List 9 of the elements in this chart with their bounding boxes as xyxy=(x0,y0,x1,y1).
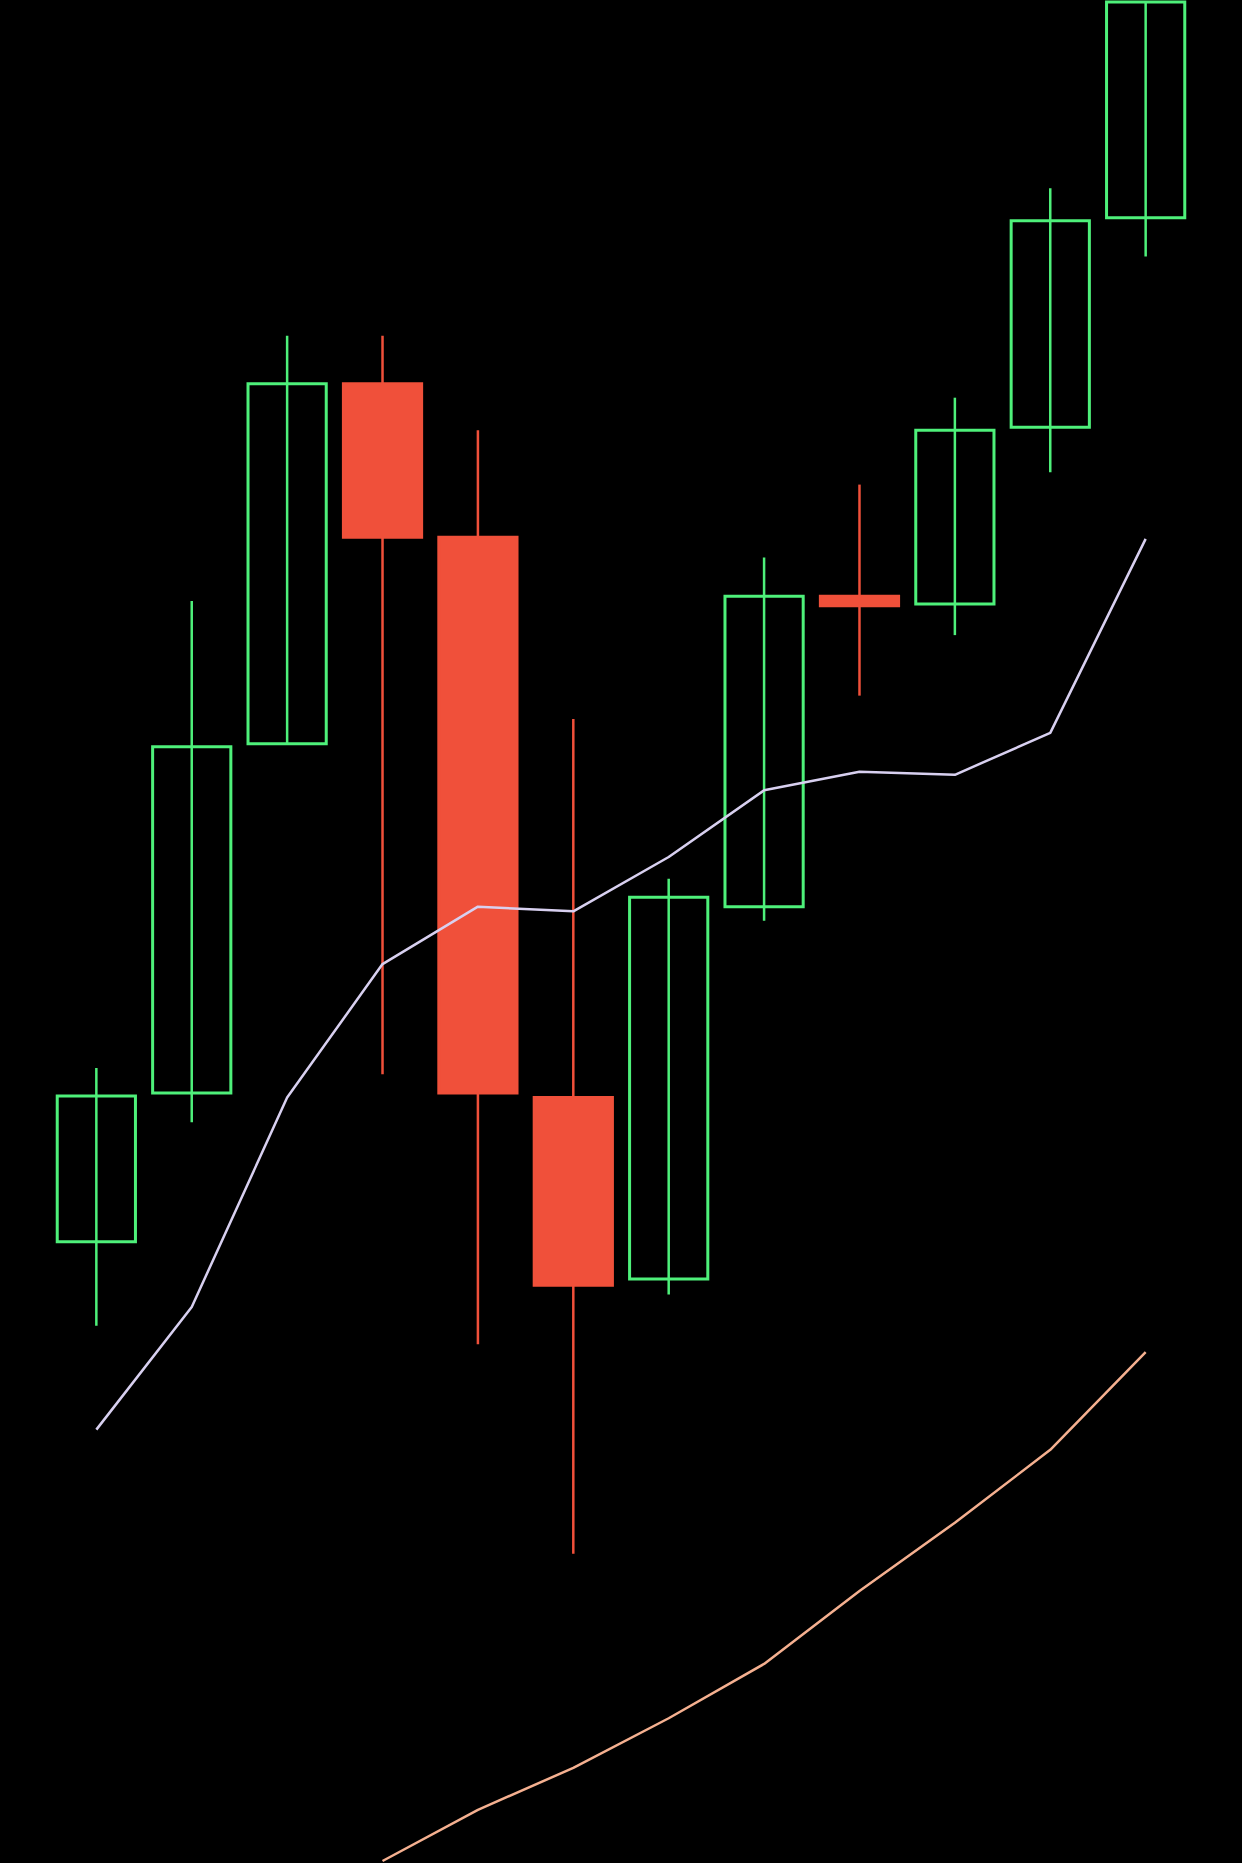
candlestick xyxy=(1105,0,1187,258)
candlestick xyxy=(818,483,901,697)
candlestick xyxy=(723,556,805,922)
candlestick xyxy=(55,1066,137,1327)
candlestick xyxy=(1009,186,1091,474)
candlestick xyxy=(246,334,328,746)
candlestick xyxy=(628,877,710,1296)
candlestick xyxy=(151,599,233,1124)
candlestick xyxy=(914,396,996,637)
